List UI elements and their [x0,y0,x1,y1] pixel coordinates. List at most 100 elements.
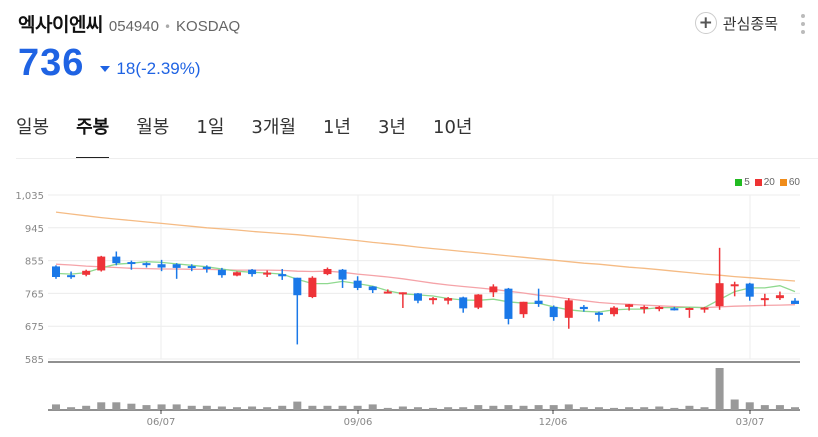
volume-bar [760,405,769,410]
add-watchlist-button[interactable]: + 관심종목 [694,12,778,34]
candle-down [504,288,513,319]
volume-bar [263,407,272,410]
candle-up [383,291,392,294]
volume-bar [293,401,302,410]
ma60-label: 60 [788,177,800,188]
candle-up [489,286,498,293]
stock-header: 엑사이엔씨 054940 • KOSDAQ 736 18(-2.39%) [18,10,240,85]
candle-up [474,294,483,308]
volume-bar [308,405,317,410]
ma5-line [55,261,796,313]
tab-3months[interactable]: 3개월 [251,117,296,138]
candle-down [293,277,302,296]
volume-bar [715,368,724,410]
ma5-label: 5 [744,177,750,188]
volume-bar [640,407,649,410]
volume-bar [685,405,694,410]
volume-bar [187,405,196,410]
y-tick-label: 585 [25,355,44,366]
candle-up [398,292,407,295]
volume-bar [67,407,76,410]
stock-name: 엑사이엔씨 [18,14,103,36]
volume-bar [157,404,166,410]
tab-monthly[interactable]: 월봉 [136,117,170,138]
volume-bar [97,402,106,410]
y-tick-label: 765 [25,289,44,300]
ma20-swatch [754,179,762,186]
tab-3years[interactable]: 3년 [377,117,406,138]
volume-bar [202,405,211,410]
volume-bar [504,405,513,410]
volume-bar [338,405,347,410]
ma60-swatch [779,179,787,186]
volume-bar [383,407,392,410]
ma20-line [55,263,796,309]
candle-down [791,300,799,304]
volume-bar [323,405,332,410]
candle-up [655,306,664,310]
candle-up [640,306,649,309]
candle-down [187,266,196,269]
volume-bar [278,405,287,410]
tab-10years[interactable]: 10년 [433,117,473,138]
candle-down [745,283,754,297]
volume-bar [459,407,468,410]
plus-icon: + [694,12,717,34]
candle-down [52,266,60,277]
tab-1day[interactable]: 1일 [196,117,225,138]
candle-up [429,298,438,301]
candle-up [263,272,272,275]
volume-bar [353,405,362,410]
candle-up [308,277,317,298]
candle-up [685,307,694,310]
volume-bar [474,405,483,410]
candle-up [564,300,573,318]
volume-bar [444,407,453,410]
volume-bar [398,406,407,410]
candle-down [278,274,287,277]
price-change: 18(-2.39%) [100,59,201,79]
volume-bar [52,404,60,410]
period-tabs: 일봉 주봉 월봉 1일 3개월 1년 3년 10년 [16,113,499,159]
more-menu-button[interactable] [800,14,806,34]
candle-down [594,312,603,315]
volume-bar [700,407,709,410]
ma5-swatch [735,179,743,186]
candle-down [579,306,588,310]
y-tick-label: 675 [25,322,44,333]
candle-down [413,293,422,301]
volume-bar [549,405,558,410]
watchlist-label: 관심종목 [722,14,778,33]
x-tick-label: 03/07 [736,417,765,428]
volume-bar [594,407,603,410]
more-vertical-icon [801,14,805,18]
volume-bar [655,406,664,410]
y-tick-label: 1,035 [15,191,44,202]
tab-1year[interactable]: 1년 [322,117,351,138]
price-change-text: 18(-2.39%) [116,59,201,78]
separator-dot: • [163,20,172,34]
candle-up [82,270,91,275]
volume-bar [413,407,422,410]
candle-up [730,284,739,287]
ma-legend: 5 20 60 [730,177,800,188]
x-tick-label: 06/07 [147,417,176,428]
volume-bar [112,402,121,410]
volume-bar [775,405,784,410]
candle-down [670,308,679,311]
volume-bar [730,399,739,410]
stock-code: 054940 [108,18,159,35]
ma20-label: 20 [763,177,775,188]
candle-up [700,307,709,310]
candle-down [217,269,226,276]
y-tick-label: 855 [25,257,44,268]
market-label: KOSDAQ [176,18,241,35]
volume-bar [534,405,543,410]
tab-daily[interactable]: 일봉 [16,117,50,138]
volume-bar [368,404,377,410]
candle-up [625,304,634,307]
volume-bar [610,407,619,410]
candle-down [459,297,468,309]
candle-down [157,264,166,268]
